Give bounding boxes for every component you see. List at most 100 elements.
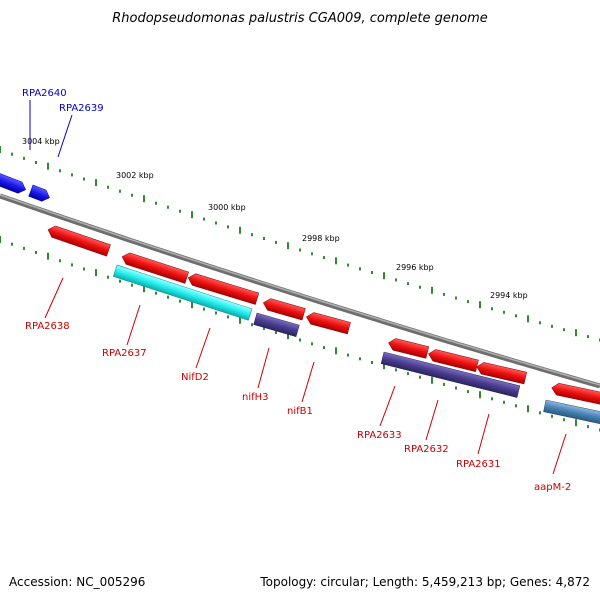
lower-tick xyxy=(311,342,313,346)
genome-info-text: Topology: circular; Length: 5,459,213 bp… xyxy=(259,575,590,589)
gene-aapM-2[interactable] xyxy=(543,399,600,427)
upper-tick xyxy=(359,267,361,271)
upper-tick xyxy=(383,272,385,280)
upper-tick xyxy=(431,286,433,294)
upper-tick xyxy=(83,177,85,181)
lower-tick xyxy=(383,362,385,370)
lower-tick xyxy=(431,376,433,384)
lower-tick xyxy=(455,386,457,390)
upper-tick xyxy=(551,324,553,328)
upper-tick xyxy=(419,285,421,289)
upper-tick xyxy=(335,257,337,265)
upper-tick xyxy=(191,211,193,219)
lower-tick xyxy=(239,316,241,324)
upper-tick xyxy=(167,205,169,209)
lower-tick xyxy=(251,323,253,327)
upper-tick xyxy=(395,278,397,282)
upper-tick xyxy=(131,193,133,197)
upper-tick xyxy=(587,335,589,339)
upper-tick xyxy=(239,226,241,234)
upper-tick xyxy=(227,225,229,229)
upper-tick xyxy=(23,156,25,160)
label-nifB1: nifB1 xyxy=(287,406,313,417)
gene-NifD2[interactable] xyxy=(112,264,253,321)
lower-tick xyxy=(83,267,85,271)
lower-tick xyxy=(407,372,409,376)
lower-tick xyxy=(563,418,565,422)
gene-RPA2631-red[interactable] xyxy=(475,361,528,385)
gene-RPA2632-red[interactable] xyxy=(427,348,479,373)
upper-tick xyxy=(563,328,565,332)
gene-nifB1[interactable] xyxy=(305,311,351,335)
scale-label-2996: 2996 kbp xyxy=(396,263,434,272)
gene-aapM-2-red[interactable] xyxy=(551,382,600,407)
scale-label-2998: 2998 kbp xyxy=(302,234,340,243)
scale-label-3004: 3004 kbp xyxy=(22,137,60,146)
upper-tick xyxy=(479,301,481,309)
gene-RPA2637-b[interactable] xyxy=(186,272,260,305)
scale-label-2994: 2994 kbp xyxy=(490,291,528,300)
upper-tick xyxy=(0,146,1,153)
upper-tick xyxy=(275,240,277,244)
upper-tick xyxy=(443,292,445,296)
upper-tick xyxy=(215,221,217,225)
lower-tick xyxy=(59,259,61,263)
lower-tick xyxy=(287,332,289,340)
gene-RPA2633[interactable] xyxy=(380,351,521,398)
upper-tick xyxy=(47,162,49,170)
lower-tick xyxy=(71,263,73,267)
lower-tick xyxy=(467,390,469,394)
upper-tick xyxy=(575,329,577,337)
gene-RPA2639[interactable] xyxy=(28,184,52,203)
label-RPA2638: RPA2638 xyxy=(25,321,70,332)
upper-tick xyxy=(371,271,373,274)
upper-tick xyxy=(11,152,13,156)
lower-tick xyxy=(35,251,37,254)
lower-tick xyxy=(527,405,529,413)
label-NifD2: NifD2 xyxy=(181,372,209,383)
gene-nifH3[interactable] xyxy=(253,312,300,337)
lower-tick xyxy=(575,419,577,427)
upper-tick xyxy=(311,252,313,256)
lower-tick xyxy=(335,347,337,355)
label-RPA2633: RPA2633 xyxy=(357,430,402,441)
scale-label-3000: 3000 kbp xyxy=(208,203,246,212)
lower-tick xyxy=(347,353,349,357)
lower-tick xyxy=(47,252,49,260)
gene-RPA2633-red[interactable] xyxy=(387,337,430,359)
lower-tick xyxy=(323,346,325,350)
genome-backbone-highlight xyxy=(0,194,600,386)
lower-tick xyxy=(263,327,265,330)
upper-tick xyxy=(407,282,409,286)
lower-tick xyxy=(587,425,589,429)
upper-tick xyxy=(527,315,529,323)
upper-tick xyxy=(299,248,301,252)
label-nifH3: nifH3 xyxy=(242,392,269,403)
label-RPA2631: RPA2631 xyxy=(456,459,501,470)
gene-nifH3-red[interactable] xyxy=(262,297,306,321)
tick-marks xyxy=(0,146,600,432)
upper-tick xyxy=(515,314,517,318)
upper-tick xyxy=(59,169,61,173)
upper-tick xyxy=(263,237,265,240)
lower-tick xyxy=(143,285,145,293)
lower-tick xyxy=(395,368,397,372)
upper-tick xyxy=(155,201,157,205)
upper-tick xyxy=(491,307,493,311)
gene-RPA2640[interactable] xyxy=(0,171,28,195)
label-RPA2640: RPA2640 xyxy=(22,88,67,99)
gene-RPA2638[interactable] xyxy=(46,224,111,257)
lower-tick xyxy=(479,391,481,399)
map-title: Rhodopseudomonas palustris CGA009, compl… xyxy=(112,11,488,26)
lower-tick xyxy=(551,414,553,418)
label-RPA2639: RPA2639 xyxy=(59,103,104,114)
lower-tick xyxy=(191,301,193,309)
lower-tick xyxy=(119,279,121,283)
lower-tick xyxy=(107,275,109,279)
lower-tick xyxy=(203,307,205,311)
lower-tick xyxy=(179,299,181,303)
gene-RPA2637[interactable] xyxy=(120,251,189,284)
lower-tick xyxy=(11,242,13,246)
upper-tick xyxy=(71,173,73,177)
